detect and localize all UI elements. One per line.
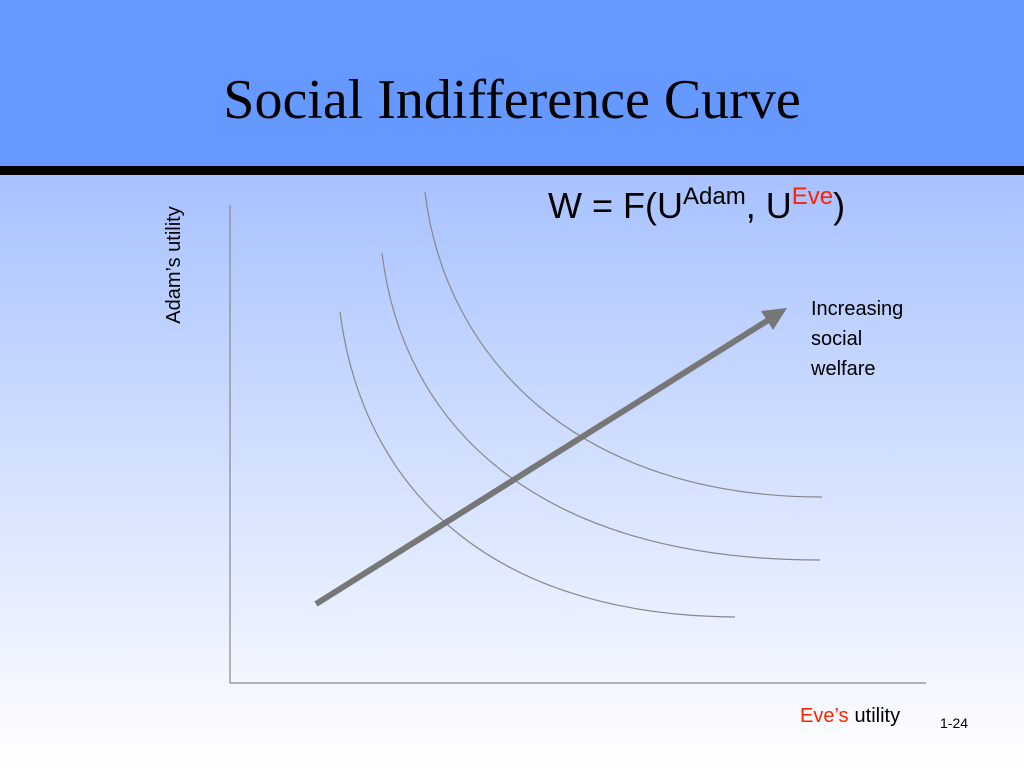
y-axis-label: Adam’s utility — [163, 206, 185, 323]
formula-part: , U — [746, 185, 792, 226]
annotation-line: Increasing — [811, 298, 903, 320]
annotation-line: welfare — [810, 358, 875, 380]
formula: W = F(UAdam, UEve) — [548, 183, 845, 226]
formula-sup: Eve — [792, 183, 833, 210]
x-axis-label: Eve’s utility — [800, 705, 900, 727]
annotation: Increasing social welfare — [810, 298, 909, 380]
annotation-line: social — [811, 328, 862, 350]
formula-part: ) — [833, 185, 845, 226]
formula-sup: Adam — [683, 183, 746, 210]
welfare-arrow — [314, 316, 772, 607]
formula-part: W = F(U — [548, 185, 683, 226]
indifference-curve — [381, 252, 821, 561]
title-rule — [0, 166, 1024, 175]
x-axis-label-rest: utility — [855, 705, 901, 727]
indifference-curve — [424, 191, 823, 498]
x-axis-label-highlight: Eve’s — [800, 705, 849, 727]
title-band — [0, 0, 1024, 166]
slide-title: Social Indifference Curve — [223, 69, 800, 131]
arrow-head — [761, 308, 787, 330]
slide-number: 1-24 — [940, 715, 968, 731]
